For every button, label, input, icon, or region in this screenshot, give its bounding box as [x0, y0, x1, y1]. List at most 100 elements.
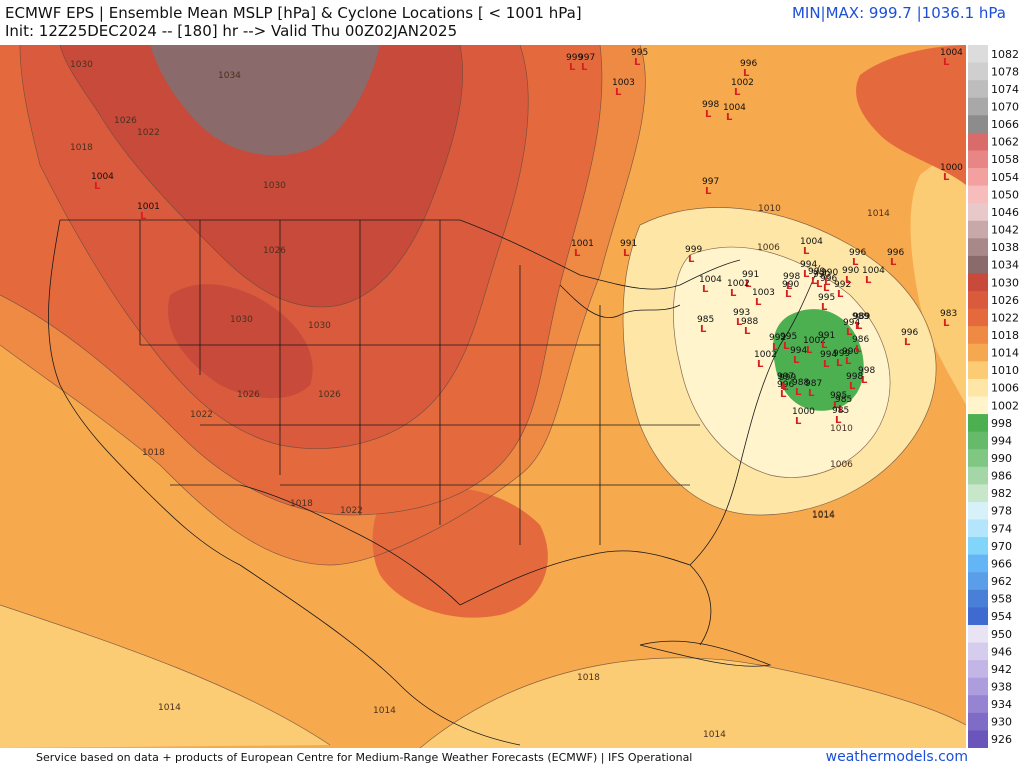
isobar-label: 1026	[263, 246, 286, 256]
colorbar-tick-label: 1006	[991, 382, 1019, 395]
colorbar-tick-label: 962	[991, 575, 1012, 588]
cyclone-pressure-label: 999	[685, 245, 702, 255]
low-pressure-symbol: L	[705, 186, 712, 197]
cyclone-pressure-label: 983	[940, 309, 957, 319]
cyclone-pressure-label: 1000	[792, 407, 815, 417]
gulf-coast	[459, 550, 712, 646]
cyclone-pressure-label: 985	[835, 395, 852, 405]
colorbar-swatch	[968, 537, 988, 556]
low-pressure-symbol: L	[581, 62, 588, 73]
coastlines-and-borders	[48, 219, 821, 746]
colorbar-swatch	[968, 642, 988, 661]
colorbar-swatch	[968, 730, 988, 748]
cyclone-pressure-label: 1001	[137, 202, 160, 212]
low-pressure-symbol: L	[795, 387, 802, 398]
colorbar-tick-label: 1046	[991, 206, 1019, 219]
colorbar-tick-label: 1038	[991, 241, 1019, 254]
low-pressure-symbol: L	[823, 359, 830, 370]
cyclone-pressure-label: 1000	[940, 163, 963, 173]
colorbar-swatch	[968, 203, 988, 222]
colorbar-tick-label: 990	[991, 452, 1012, 465]
isobar-label: 1014	[812, 510, 835, 520]
colorbar-tick-label: 958	[991, 593, 1012, 606]
cyclone-pressure-label: 995	[818, 293, 835, 303]
low-pressure-symbol: L	[846, 327, 853, 338]
chart-footer: Service based on data + products of Euro…	[0, 748, 1024, 768]
isobar-label: 1014	[867, 209, 890, 219]
chart-header: ECMWF EPS | Ensemble Mean MSLP [hPa] & C…	[0, 0, 1024, 44]
cyclone-pressure-label: 1004	[940, 48, 963, 58]
isobar-line	[419, 657, 966, 748]
isobar-label: 1010	[830, 424, 853, 434]
colorbar-swatch	[968, 132, 988, 151]
colorbar-tick-label: 1034	[991, 259, 1019, 272]
colorbar-swatch	[968, 572, 988, 591]
isobar-line	[59, 45, 463, 308]
low-pressure-symbol: L	[943, 318, 950, 329]
colorbar-swatch	[968, 677, 988, 696]
colorbar-swatch	[968, 484, 988, 503]
cyclone-pressure-label: 998	[846, 372, 863, 382]
cyclone-pressure-label: 985	[832, 406, 849, 416]
west-coast	[48, 219, 241, 566]
colorbar-tick-label: 978	[991, 505, 1012, 518]
low-pressure-symbol: L	[705, 109, 712, 120]
cyclone-pressure-label: 994	[843, 318, 860, 328]
cyclone-pressure-label: 996	[740, 59, 757, 69]
colorbar-swatch	[968, 185, 988, 204]
cyclone-pressure-label: 1002	[803, 336, 826, 346]
low-pressure-symbol: L	[811, 276, 818, 287]
colorbar-tick-label: 930	[991, 716, 1012, 729]
cyclone-pressure-label: 1003	[752, 288, 775, 298]
colorbar-tick-label: 1050	[991, 188, 1019, 201]
cyclone-pressure-label: 993	[733, 308, 750, 318]
low-pressure-symbol: L	[744, 326, 751, 337]
isobar-label: 1014	[703, 730, 726, 740]
colorbar-swatch	[968, 45, 988, 64]
low-pressure-symbol: L	[890, 257, 897, 268]
low-pressure-symbol: L	[849, 381, 856, 392]
colorbar-tick-label: 1030	[991, 276, 1019, 289]
cyclone-pressure-label: 995	[631, 48, 648, 58]
low-pressure-symbol: L	[865, 275, 872, 286]
low-pressure-symbol: L	[793, 355, 800, 366]
cyclone-pressure-label: 1004	[800, 237, 823, 247]
band-1030-high	[60, 45, 463, 307]
site-link[interactable]: weathermodels.com	[825, 749, 968, 765]
colorbar-swatch	[968, 80, 988, 99]
colorbar-tick-label: 986	[991, 470, 1012, 483]
colorbar-swatch	[968, 115, 988, 134]
colorbar-swatch	[968, 255, 988, 274]
cyclone-pressure-label: 994	[790, 346, 807, 356]
cyclone-pressure-label: 986	[852, 335, 869, 345]
colorbar-swatch	[968, 291, 988, 310]
isobar-label: 1034	[218, 71, 241, 81]
colorbar-swatch	[968, 519, 988, 538]
low-pressure-symbol: L	[837, 289, 844, 300]
cyclone-pressure-label: 996	[777, 380, 794, 390]
cyclone-pressure-label: 991	[620, 239, 637, 249]
low-pressure-symbol: L	[615, 87, 622, 98]
low-pressure-symbol: L	[140, 211, 147, 222]
state-lines	[139, 220, 700, 545]
